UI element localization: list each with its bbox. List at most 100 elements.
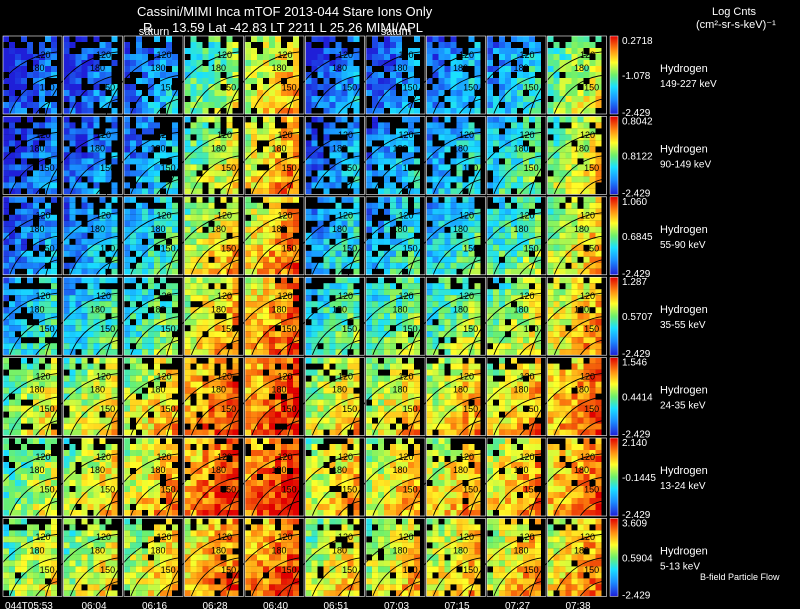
contour-label: 150	[40, 565, 55, 575]
contour-label: 180	[90, 224, 105, 234]
contour-label: 120	[398, 532, 413, 542]
row-species-label: Hydrogen	[660, 63, 708, 75]
contour-label: 180	[90, 144, 105, 154]
contour-label: 120	[459, 130, 474, 140]
heatmap-panel: 180 150 120	[345, 437, 428, 536]
contour-label: 180	[211, 385, 226, 395]
colorbar-mid-label: -0.1445	[622, 473, 656, 484]
contour-label: 180	[393, 304, 408, 314]
contour-label: 120	[35, 291, 50, 301]
contour-label: 150	[282, 565, 297, 575]
contour-label: 180	[574, 385, 589, 395]
contour-label: 180	[90, 465, 105, 475]
colorbar-max-label: 1.060	[622, 197, 647, 208]
contour-label: 150	[221, 324, 236, 334]
heatmap-panel: 180 150 120	[43, 276, 126, 375]
contour-label: 150	[282, 404, 297, 414]
contour-label: 150	[403, 324, 418, 334]
contour-label: 120	[519, 452, 534, 462]
contour-label: 120	[35, 532, 50, 542]
colorbar-min-label: -2.429	[622, 108, 651, 119]
contour-label: 150	[40, 243, 55, 253]
contour-label: 120	[96, 211, 111, 221]
contour-label: 120	[338, 130, 353, 140]
plot-title: Cassini/MIMI Inca mTOF 2013-044 Stare Io…	[137, 4, 433, 19]
contour-label: 120	[459, 50, 474, 60]
contour-label: 120	[338, 371, 353, 381]
heatmap-panel: 180 150 120	[285, 116, 368, 214]
heatmap-panel: 180 150 120	[43, 518, 126, 609]
contour-label: 150	[342, 404, 357, 414]
colorbar-units: (cm²-sr-s-keV)⁻¹	[696, 19, 776, 31]
contour-label: 120	[217, 291, 232, 301]
contour-label: 150	[40, 83, 55, 93]
contour-label: 120	[398, 291, 413, 301]
contour-label: 180	[453, 465, 468, 475]
contour-label: 180	[332, 385, 347, 395]
contour-label: 120	[398, 130, 413, 140]
contour-label: 150	[584, 83, 599, 93]
contour-label: 120	[580, 130, 595, 140]
contour-label: 150	[342, 485, 357, 495]
contour-label: 150	[584, 163, 599, 173]
heatmap-panel: 180 150 120	[527, 196, 610, 295]
heatmap-panel: 180 150 120	[466, 116, 549, 214]
contour-label: 120	[156, 452, 171, 462]
plot-subtitle-info: 13.59 Lat -42.83 LT 2211 L 25.26 MIMI/AP…	[172, 20, 424, 35]
heatmap-panel: 180 150 120	[285, 35, 368, 134]
colorbar: 1.060 0.6845 -2.429	[609, 196, 653, 280]
contour-label: 120	[580, 452, 595, 462]
contour-label: 180	[514, 224, 529, 234]
contour-label: 120	[519, 211, 534, 221]
contour-label: 150	[524, 565, 539, 575]
contour-label: 180	[332, 465, 347, 475]
contour-label: 150	[403, 243, 418, 253]
contour-label: 120	[96, 371, 111, 381]
colorbar-title: Log Cnts	[712, 6, 757, 18]
contour-label: 120	[519, 371, 534, 381]
contour-label: 180	[30, 546, 45, 556]
contour-label: 180	[574, 304, 589, 314]
colorbar-min-label: -2.429	[622, 188, 651, 199]
contour-label: 150	[463, 565, 478, 575]
column-time-label: 07:27	[505, 601, 530, 609]
heatmap-panel: 180 150 120	[466, 357, 549, 456]
heatmap-panel: 180 150 120	[43, 437, 126, 536]
contour-label: 180	[151, 546, 166, 556]
contour-label: 150	[100, 565, 115, 575]
contour-label: 120	[519, 532, 534, 542]
contour-label: 180	[514, 144, 529, 154]
contour-label: 180	[30, 224, 45, 234]
contour-label: 150	[161, 243, 176, 253]
row-energy-label: 55-90 keV	[660, 240, 706, 251]
contour-label: 180	[211, 144, 226, 154]
contour-label: 120	[398, 50, 413, 60]
colorbar-mid-label: 0.5904	[622, 553, 653, 564]
contour-label: 180	[211, 63, 226, 73]
contour-label: 150	[40, 324, 55, 334]
contour-label: 150	[161, 163, 176, 173]
contour-label: 180	[574, 546, 589, 556]
row-species-label: Hydrogen	[660, 143, 708, 155]
column-time-label: 07:15	[445, 601, 470, 609]
contour-label: 180	[272, 385, 287, 395]
contour-label: 150	[584, 565, 599, 575]
row-species-label: Hydrogen	[660, 545, 708, 557]
column-time-label: 07:03	[384, 601, 409, 609]
heatmap-panel: 180 150 120	[224, 518, 307, 609]
heatmap-panel: 180 150 120	[406, 35, 489, 134]
contour-label: 150	[221, 163, 236, 173]
contour-label: 150	[584, 243, 599, 253]
contour-label: 150	[161, 485, 176, 495]
column-time-label: 06:16	[142, 601, 167, 609]
contour-label: 150	[403, 565, 418, 575]
heatmap-panel: 180 150 120	[164, 518, 247, 609]
heatmap-panel: 180 150 120	[345, 116, 428, 214]
contour-label: 120	[580, 371, 595, 381]
contour-label: 120	[35, 130, 50, 140]
contour-label: 150	[221, 565, 236, 575]
contour-label: 180	[272, 546, 287, 556]
contour-label: 180	[514, 304, 529, 314]
contour-label: 180	[393, 224, 408, 234]
contour-label: 150	[100, 83, 115, 93]
